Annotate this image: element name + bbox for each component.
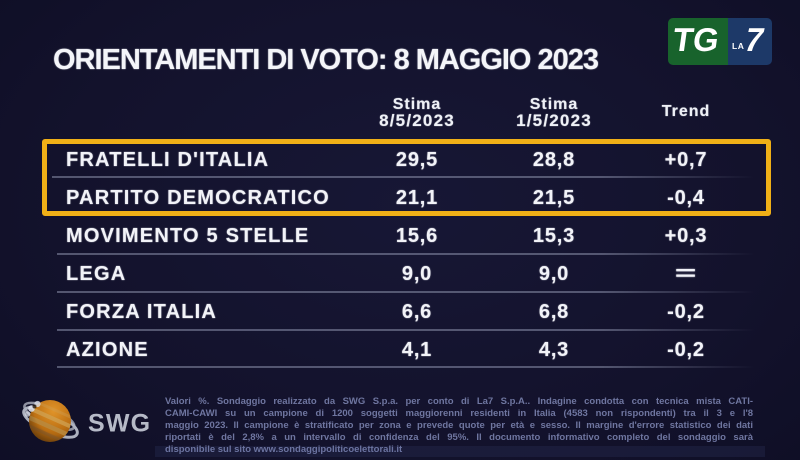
svg-text:SWG: SWG [88, 410, 151, 438]
